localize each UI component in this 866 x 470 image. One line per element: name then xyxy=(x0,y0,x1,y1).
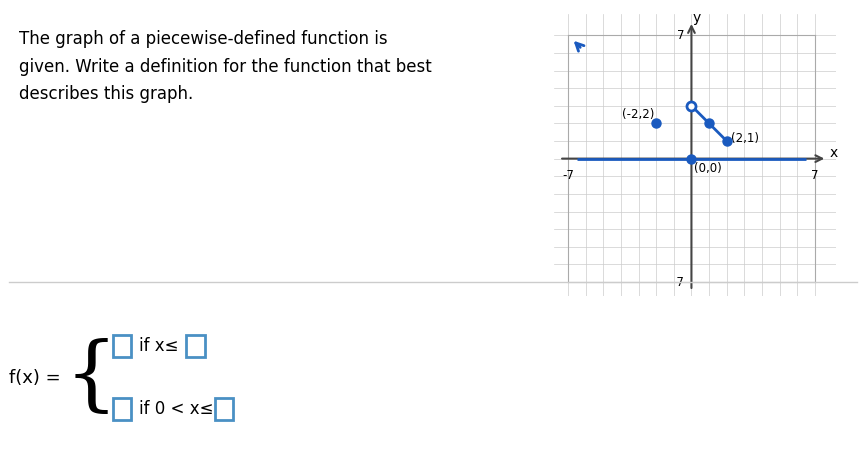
Text: f(x) =: f(x) = xyxy=(9,369,61,387)
FancyBboxPatch shape xyxy=(215,398,233,420)
Text: {: { xyxy=(65,338,118,418)
FancyBboxPatch shape xyxy=(186,336,204,357)
Text: -7: -7 xyxy=(673,275,684,289)
Text: 7: 7 xyxy=(677,29,684,42)
Text: if 0 < x≤: if 0 < x≤ xyxy=(139,400,213,418)
Text: if x≤: if x≤ xyxy=(139,337,178,355)
Text: -7: -7 xyxy=(562,169,574,182)
Text: (0,0): (0,0) xyxy=(694,162,722,175)
Text: The graph of a piecewise-defined function is
given. Write a definition for the f: The graph of a piecewise-defined functio… xyxy=(19,31,431,102)
FancyBboxPatch shape xyxy=(113,398,131,420)
Text: (2,1): (2,1) xyxy=(731,132,759,145)
Text: x: x xyxy=(830,146,838,160)
Text: (-2,2): (-2,2) xyxy=(622,108,655,121)
Text: y: y xyxy=(693,11,701,24)
Text: 7: 7 xyxy=(811,169,818,182)
FancyBboxPatch shape xyxy=(113,336,131,357)
